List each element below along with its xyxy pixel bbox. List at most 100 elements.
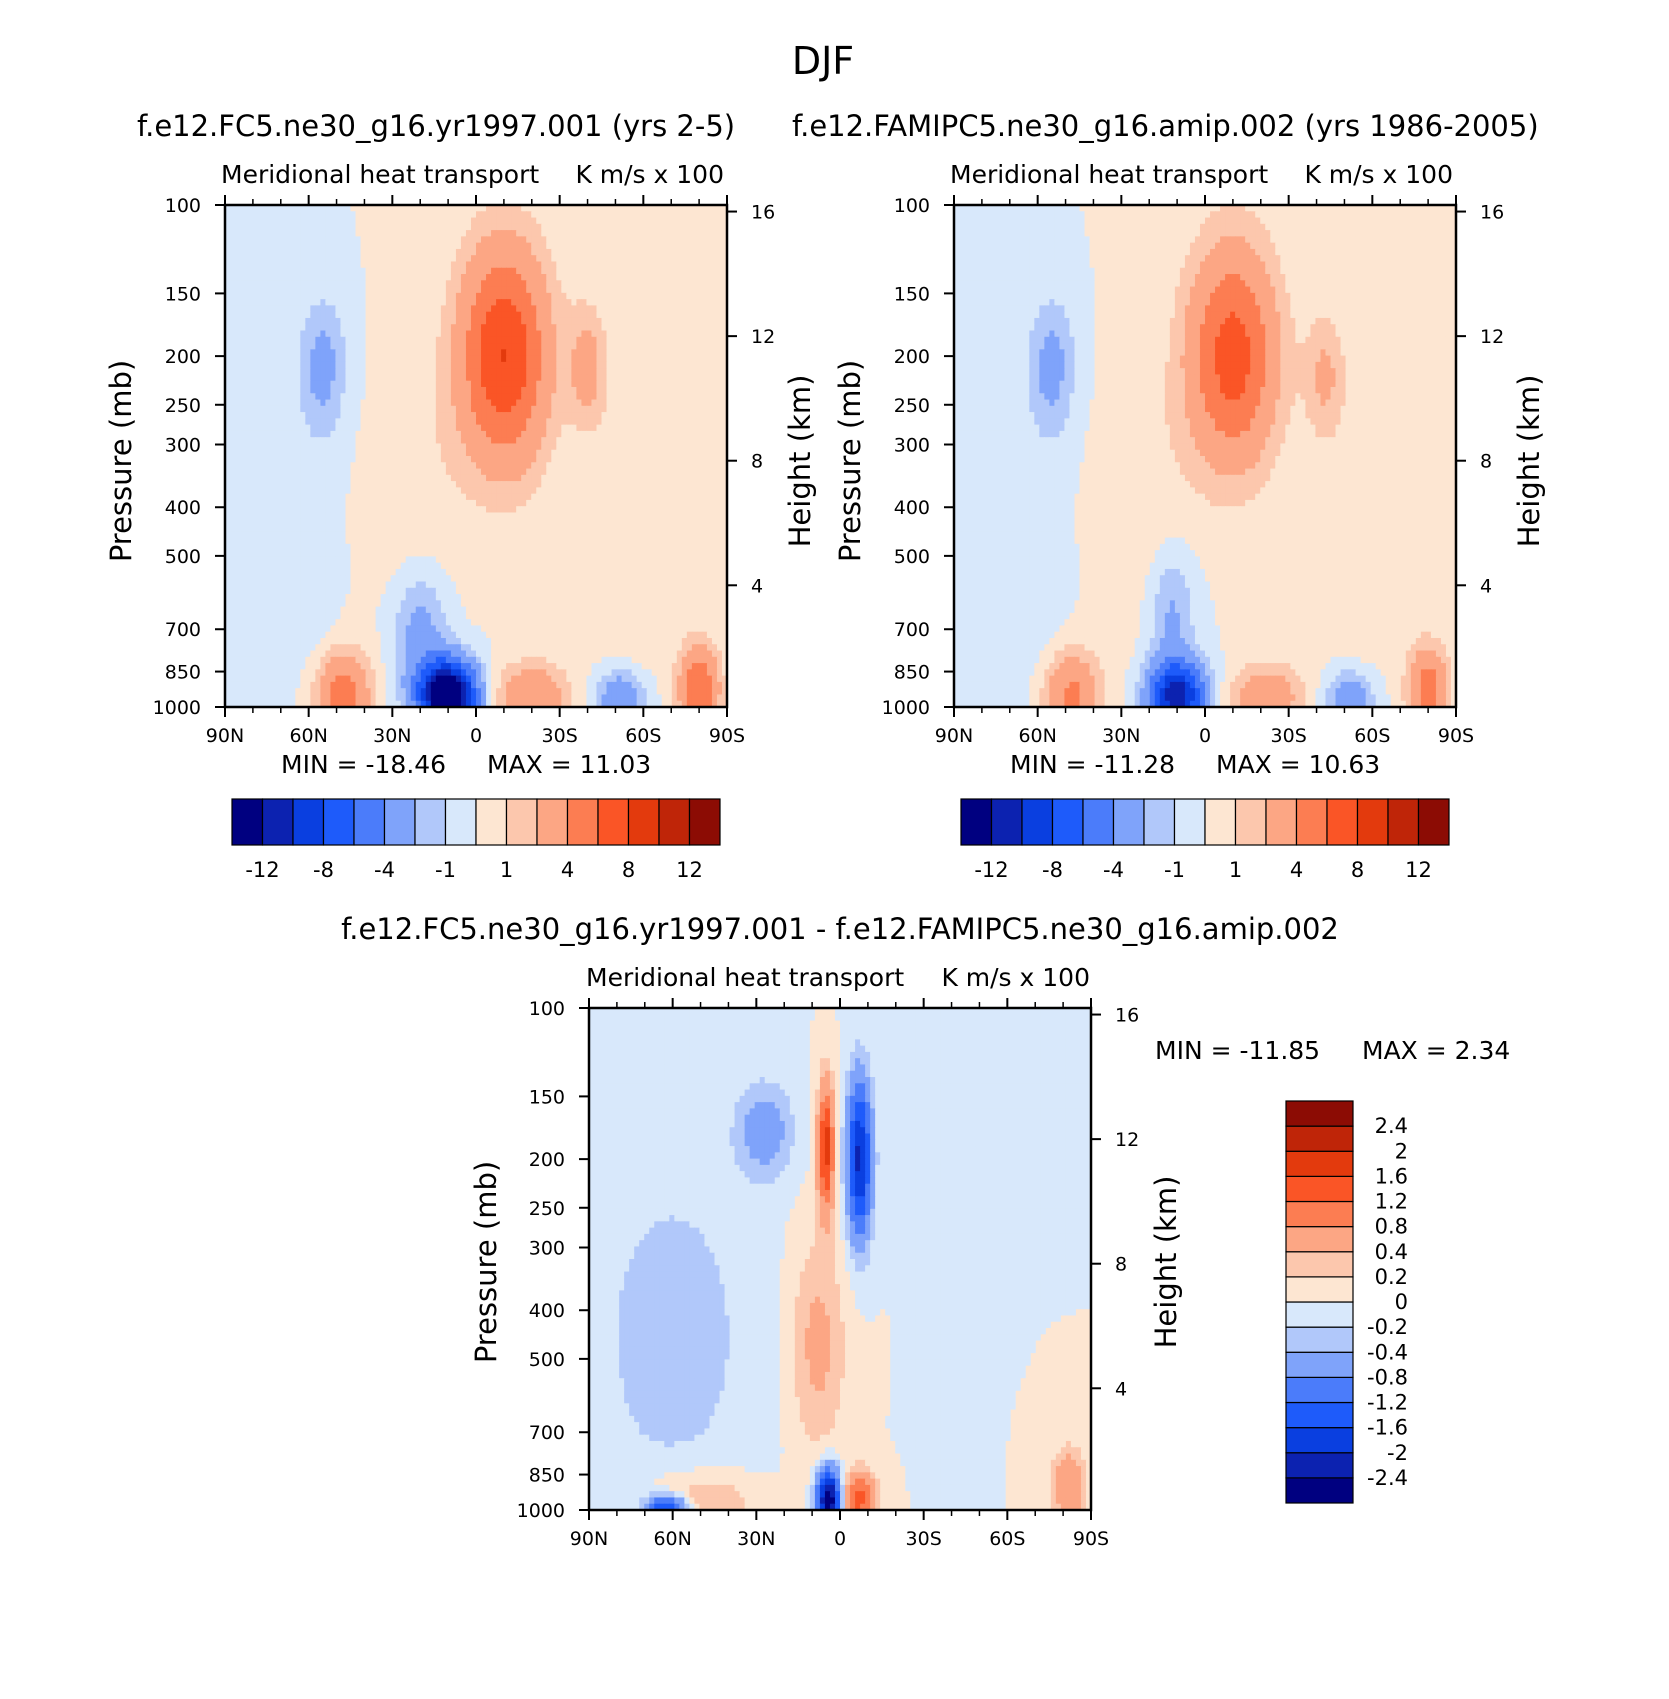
heatmap-cell bbox=[566, 349, 572, 356]
heatmap-cell bbox=[245, 287, 251, 294]
heatmap-cell bbox=[596, 381, 602, 388]
heatmap-cell bbox=[471, 443, 477, 450]
heatmap-cell bbox=[275, 462, 281, 469]
heatmap-cell bbox=[521, 500, 527, 507]
heatmap-cell bbox=[325, 481, 331, 488]
heatmap-cell bbox=[591, 218, 597, 225]
heatmap-cell bbox=[381, 337, 387, 344]
heatmap-cell bbox=[546, 356, 552, 363]
heatmap-cell bbox=[546, 261, 552, 268]
heatmap-cell bbox=[356, 299, 362, 306]
heatmap-cell bbox=[401, 356, 407, 363]
heatmap-cell bbox=[697, 393, 703, 400]
heatmap-cell bbox=[687, 349, 693, 356]
heatmap-cell bbox=[607, 362, 613, 369]
heatmap-cell bbox=[571, 431, 577, 438]
heatmap-cell bbox=[290, 406, 296, 413]
heatmap-cell bbox=[466, 218, 472, 225]
heatmap-cell bbox=[586, 318, 592, 325]
heatmap-cell bbox=[561, 374, 567, 381]
heatmap-cell bbox=[340, 236, 346, 243]
heatmap-cell bbox=[441, 412, 447, 419]
heatmap-cell bbox=[632, 324, 638, 331]
heatmap-cell bbox=[411, 494, 417, 501]
heatmap-cell bbox=[305, 249, 311, 256]
heatmap-cell bbox=[491, 318, 497, 325]
heatmap-cell bbox=[250, 324, 256, 331]
heatmap-cell bbox=[235, 349, 241, 356]
heatmap-cell bbox=[451, 406, 457, 413]
heatmap-cell bbox=[687, 475, 693, 482]
heatmap-cell bbox=[270, 337, 276, 344]
heatmap-cell bbox=[672, 418, 678, 425]
heatmap-cell bbox=[381, 249, 387, 256]
heatmap-cell bbox=[551, 443, 557, 450]
heatmap-cell bbox=[295, 393, 301, 400]
heatmap-cell bbox=[526, 280, 532, 287]
heatmap-cell bbox=[617, 324, 623, 331]
heatmap-cell bbox=[371, 418, 377, 425]
heatmap-cell bbox=[366, 425, 372, 432]
heatmap-cell bbox=[461, 368, 467, 375]
heatmap-cell bbox=[536, 343, 542, 350]
heatmap-cell bbox=[376, 381, 382, 388]
heatmap-cell bbox=[692, 331, 698, 338]
heatmap-cell bbox=[511, 462, 517, 469]
heatmap-cell bbox=[491, 412, 497, 419]
heatmap-cell bbox=[345, 387, 351, 394]
heatmap-cell bbox=[441, 268, 447, 275]
heatmap-cell bbox=[466, 274, 472, 281]
heatmap-cell bbox=[531, 343, 537, 350]
heatmap-cell bbox=[667, 230, 673, 237]
heatmap-cell bbox=[275, 406, 281, 413]
heatmap-cell bbox=[431, 343, 437, 350]
heatmap-cell bbox=[692, 261, 698, 268]
heatmap-cell bbox=[526, 343, 532, 350]
heatmap-cell bbox=[516, 374, 522, 381]
heatmap-cell bbox=[617, 224, 623, 231]
heatmap-cell bbox=[692, 362, 698, 369]
heatmap-cell bbox=[411, 512, 417, 519]
heatmap-cell bbox=[471, 218, 477, 225]
heatmap-cell bbox=[612, 349, 618, 356]
heatmap-cell bbox=[305, 456, 311, 463]
heatmap-cell bbox=[356, 462, 362, 469]
heatmap-cell bbox=[235, 312, 241, 319]
heatmap-cell bbox=[421, 500, 427, 507]
heatmap-cell bbox=[657, 412, 663, 419]
heatmap-cell bbox=[586, 506, 592, 513]
heatmap-cell bbox=[250, 318, 256, 325]
heatmap-cell bbox=[310, 236, 316, 243]
heatmap-cell bbox=[622, 236, 628, 243]
heatmap-cell bbox=[270, 456, 276, 463]
heatmap-cell bbox=[230, 230, 236, 237]
heatmap-cell bbox=[230, 412, 236, 419]
heatmap-cell bbox=[391, 224, 397, 231]
heatmap-cell bbox=[300, 249, 306, 256]
heatmap-cell bbox=[381, 218, 387, 225]
heatmap-cell bbox=[285, 280, 291, 287]
heatmap-cell bbox=[431, 287, 437, 294]
heatmap-cell bbox=[335, 431, 341, 438]
heatmap-cell bbox=[421, 218, 427, 225]
heatmap-cell bbox=[662, 481, 668, 488]
heatmap-cell bbox=[356, 500, 362, 507]
heatmap-cell bbox=[351, 362, 357, 369]
heatmap-cell bbox=[531, 274, 537, 281]
heatmap-cell bbox=[270, 400, 276, 407]
heatmap-cell bbox=[687, 218, 693, 225]
heatmap-cell bbox=[506, 462, 512, 469]
heatmap-cell bbox=[416, 418, 422, 425]
heatmap-cell bbox=[471, 506, 477, 513]
heatmap-cell bbox=[255, 211, 261, 218]
heatmap-cell bbox=[657, 362, 663, 369]
heatmap-cell bbox=[290, 337, 296, 344]
heatmap-cell bbox=[250, 443, 256, 450]
heatmap-cell bbox=[637, 318, 643, 325]
heatmap-cell bbox=[366, 381, 372, 388]
heatmap-cell bbox=[295, 381, 301, 388]
heatmap-cell bbox=[446, 406, 452, 413]
heatmap-cell bbox=[315, 469, 321, 476]
heatmap-cell bbox=[637, 261, 643, 268]
heatmap-cell bbox=[466, 481, 472, 488]
